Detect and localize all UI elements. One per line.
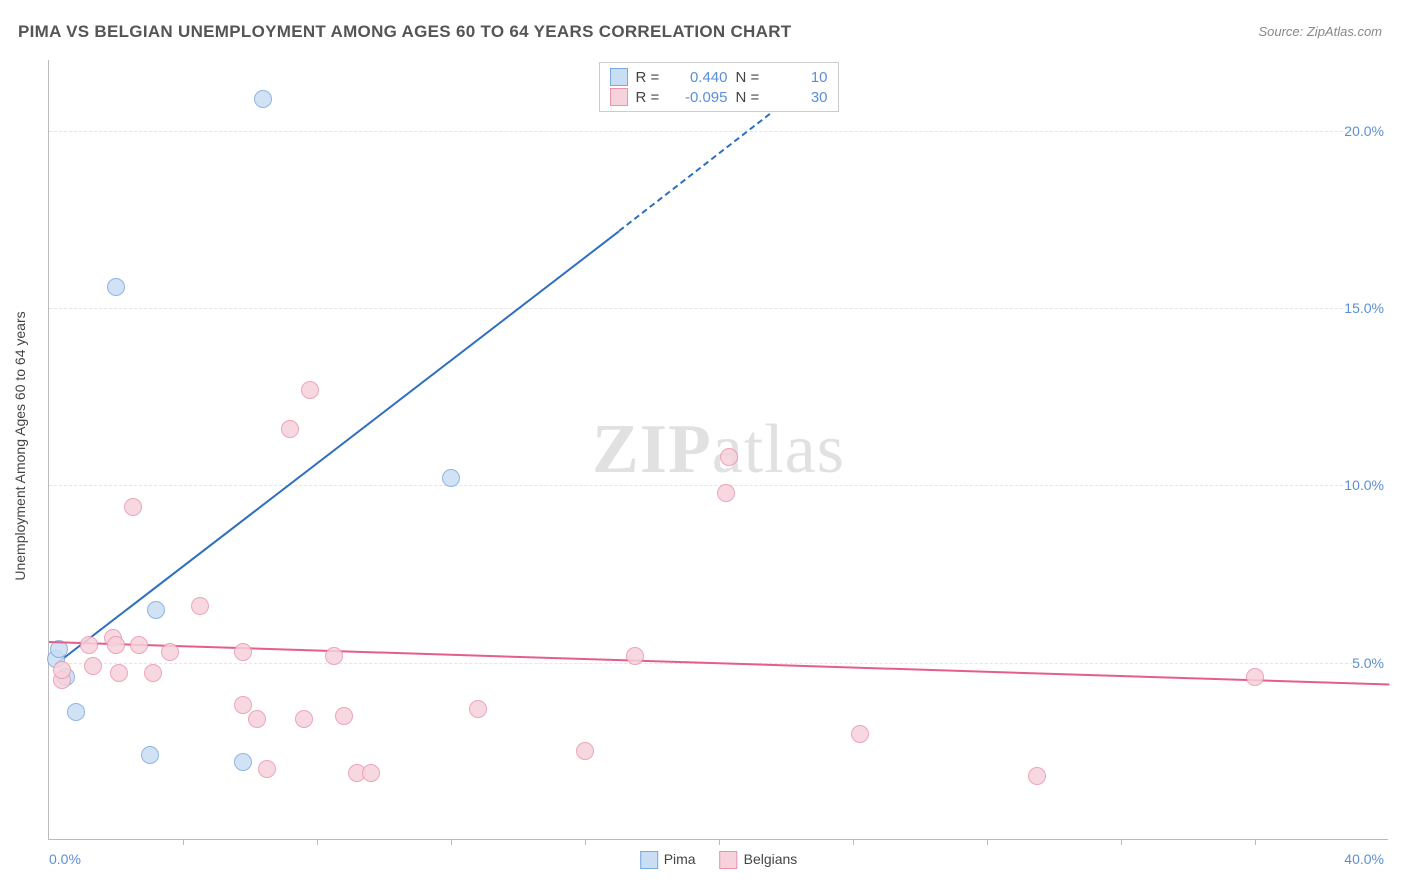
x-tick [1121, 839, 1122, 845]
x-tick [719, 839, 720, 845]
correlation-legend-row: R = -0.095 N = 30 [610, 87, 828, 107]
x-tick [987, 839, 988, 845]
legend-item-belgians: Belgians [720, 851, 798, 869]
x-tick [585, 839, 586, 845]
legend-swatch [640, 851, 658, 869]
y-tick-label: 5.0% [1352, 655, 1392, 671]
x-tick [1255, 839, 1256, 845]
belgians-marker [80, 636, 98, 654]
legend-item-pima: Pima [640, 851, 696, 869]
pima-marker [141, 746, 159, 764]
correlation-n-label: N = [736, 69, 764, 86]
belgians-marker [576, 742, 594, 760]
belgians-marker [362, 764, 380, 782]
correlation-n-label: N = [736, 89, 764, 106]
belgians-marker [301, 381, 319, 399]
correlation-r-value: -0.095 [672, 89, 728, 106]
correlation-r-value: 0.440 [672, 69, 728, 86]
pima-marker [254, 90, 272, 108]
belgians-marker [191, 597, 209, 615]
pima-marker [234, 753, 252, 771]
belgians-marker [248, 710, 266, 728]
belgians-marker [851, 725, 869, 743]
legend-label: Belgians [744, 851, 798, 867]
watermark: ZIPatlas [592, 410, 845, 490]
belgians-marker [53, 661, 71, 679]
correlation-r-label: R = [636, 89, 664, 106]
x-tick [853, 839, 854, 845]
belgians-marker [110, 664, 128, 682]
legend-swatch [610, 68, 628, 86]
belgians-marker [234, 643, 252, 661]
pima-marker [107, 278, 125, 296]
belgians-marker [1246, 668, 1264, 686]
belgians-marker [84, 657, 102, 675]
x-tick [183, 839, 184, 845]
x-axis-max-label: 40.0% [1344, 851, 1384, 867]
legend-swatch [720, 851, 738, 869]
legend-label: Pima [664, 851, 696, 867]
watermark-bold: ZIP [592, 411, 712, 488]
correlation-legend: R = 0.440 N = 10 R = -0.095 N = 30 [599, 62, 839, 112]
belgians-marker [335, 707, 353, 725]
belgians-marker [469, 700, 487, 718]
x-axis-min-label: 0.0% [49, 851, 81, 867]
gridline [49, 131, 1388, 132]
correlation-r-label: R = [636, 69, 664, 86]
belgians-marker [717, 484, 735, 502]
belgians-marker [130, 636, 148, 654]
plot-area: ZIPatlas R =0.440N =10R =-0.095N =30 Pim… [48, 60, 1388, 840]
legend-swatch [610, 88, 628, 106]
belgians-marker [234, 696, 252, 714]
belgians-marker [258, 760, 276, 778]
pima-marker [442, 469, 460, 487]
y-tick-label: 15.0% [1344, 300, 1392, 316]
belgians-marker [295, 710, 313, 728]
belgians-marker [281, 420, 299, 438]
correlation-n-value: 30 [772, 89, 828, 106]
y-axis-title: Unemployment Among Ages 60 to 64 years [12, 311, 28, 580]
y-tick-label: 10.0% [1344, 477, 1392, 493]
gridline [49, 308, 1388, 309]
belgians-marker [626, 647, 644, 665]
belgians-marker [144, 664, 162, 682]
chart-source: Source: ZipAtlas.com [1258, 24, 1382, 39]
correlation-legend-row: R = 0.440 N = 10 [610, 67, 828, 87]
belgians-marker [720, 448, 738, 466]
x-tick [451, 839, 452, 845]
belgians-marker [1028, 767, 1046, 785]
chart-title: PIMA VS BELGIAN UNEMPLOYMENT AMONG AGES … [18, 22, 791, 42]
correlation-n-value: 10 [772, 69, 828, 86]
belgians-marker [124, 498, 142, 516]
belgians-marker [161, 643, 179, 661]
pima-marker [147, 601, 165, 619]
trend-line [55, 230, 619, 664]
belgians-marker [107, 636, 125, 654]
x-tick [317, 839, 318, 845]
pima-marker [67, 703, 85, 721]
y-tick-label: 20.0% [1344, 123, 1392, 139]
belgians-marker [325, 647, 343, 665]
series-legend: Pima Belgians [640, 851, 798, 869]
